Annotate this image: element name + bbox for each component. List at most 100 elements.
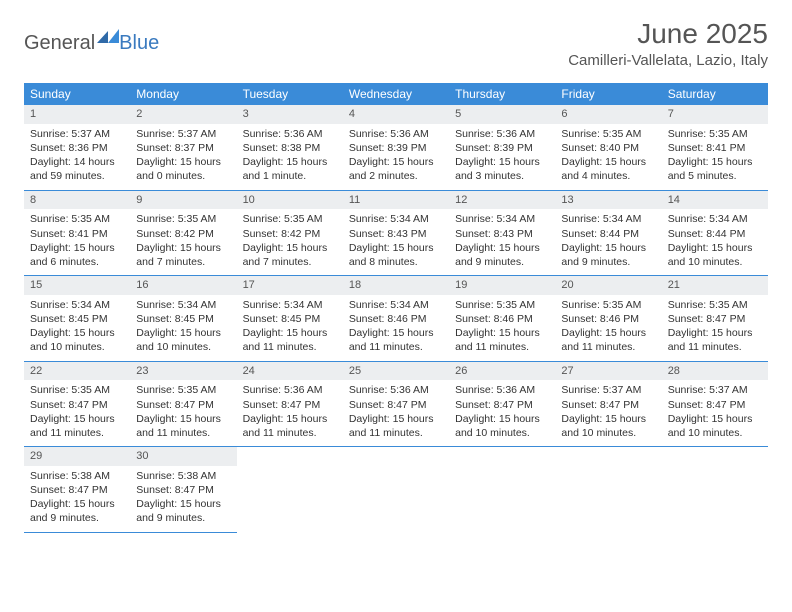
day-number: 29 xyxy=(24,447,130,466)
sunrise-text: Sunrise: 5:35 AM xyxy=(455,298,549,312)
calendar-day-cell: 9Sunrise: 5:35 AMSunset: 8:42 PMDaylight… xyxy=(130,190,236,276)
day-content: Sunrise: 5:36 AMSunset: 8:38 PMDaylight:… xyxy=(237,124,343,190)
day-number: 22 xyxy=(24,362,130,381)
day-content: Sunrise: 5:35 AMSunset: 8:47 PMDaylight:… xyxy=(130,380,236,446)
calendar-day-cell: 27Sunrise: 5:37 AMSunset: 8:47 PMDayligh… xyxy=(555,361,661,447)
calendar-day-cell: 18Sunrise: 5:34 AMSunset: 8:46 PMDayligh… xyxy=(343,276,449,362)
daylight-text: Daylight: 15 hours and 11 minutes. xyxy=(561,326,655,354)
daylight-text: Daylight: 15 hours and 10 minutes. xyxy=(136,326,230,354)
calendar-week-row: 8Sunrise: 5:35 AMSunset: 8:41 PMDaylight… xyxy=(24,190,768,276)
sunset-text: Sunset: 8:44 PM xyxy=(561,227,655,241)
day-content: Sunrise: 5:35 AMSunset: 8:46 PMDaylight:… xyxy=(449,295,555,361)
calendar-day-cell xyxy=(662,447,768,533)
sunset-text: Sunset: 8:47 PM xyxy=(561,398,655,412)
weekday-header-row: Sunday Monday Tuesday Wednesday Thursday… xyxy=(24,83,768,105)
daylight-text: Daylight: 15 hours and 10 minutes. xyxy=(455,412,549,440)
sunrise-text: Sunrise: 5:37 AM xyxy=(136,127,230,141)
sunset-text: Sunset: 8:37 PM xyxy=(136,141,230,155)
daylight-text: Daylight: 15 hours and 1 minute. xyxy=(243,155,337,183)
calendar-day-cell: 21Sunrise: 5:35 AMSunset: 8:47 PMDayligh… xyxy=(662,276,768,362)
brand-logo: General Blue xyxy=(24,32,159,55)
day-number: 13 xyxy=(555,191,661,210)
day-number: 12 xyxy=(449,191,555,210)
day-number: 23 xyxy=(130,362,236,381)
day-content: Sunrise: 5:34 AMSunset: 8:43 PMDaylight:… xyxy=(343,209,449,275)
daylight-text: Daylight: 15 hours and 5 minutes. xyxy=(668,155,762,183)
page-title: June 2025 xyxy=(568,18,768,50)
sunset-text: Sunset: 8:47 PM xyxy=(136,398,230,412)
daylight-text: Daylight: 14 hours and 59 minutes. xyxy=(30,155,124,183)
day-number: 11 xyxy=(343,191,449,210)
calendar-day-cell: 10Sunrise: 5:35 AMSunset: 8:42 PMDayligh… xyxy=(237,190,343,276)
sunrise-text: Sunrise: 5:37 AM xyxy=(668,383,762,397)
sunset-text: Sunset: 8:47 PM xyxy=(136,483,230,497)
sunrise-text: Sunrise: 5:35 AM xyxy=(30,212,124,226)
sunrise-text: Sunrise: 5:35 AM xyxy=(668,298,762,312)
day-number: 28 xyxy=(662,362,768,381)
sunset-text: Sunset: 8:47 PM xyxy=(243,398,337,412)
calendar-day-cell: 22Sunrise: 5:35 AMSunset: 8:47 PMDayligh… xyxy=(24,361,130,447)
sunrise-text: Sunrise: 5:35 AM xyxy=(30,383,124,397)
day-content: Sunrise: 5:37 AMSunset: 8:36 PMDaylight:… xyxy=(24,124,130,190)
sunrise-text: Sunrise: 5:36 AM xyxy=(243,383,337,397)
sunset-text: Sunset: 8:41 PM xyxy=(668,141,762,155)
day-content: Sunrise: 5:35 AMSunset: 8:41 PMDaylight:… xyxy=(24,209,130,275)
calendar-day-cell: 19Sunrise: 5:35 AMSunset: 8:46 PMDayligh… xyxy=(449,276,555,362)
calendar-day-cell xyxy=(237,447,343,533)
day-number: 19 xyxy=(449,276,555,295)
sunset-text: Sunset: 8:47 PM xyxy=(30,398,124,412)
sunrise-text: Sunrise: 5:34 AM xyxy=(349,212,443,226)
sunset-text: Sunset: 8:46 PM xyxy=(455,312,549,326)
sunrise-text: Sunrise: 5:38 AM xyxy=(30,469,124,483)
brand-part2: Blue xyxy=(119,32,159,55)
sunrise-text: Sunrise: 5:37 AM xyxy=(30,127,124,141)
day-number: 10 xyxy=(237,191,343,210)
daylight-text: Daylight: 15 hours and 6 minutes. xyxy=(30,241,124,269)
calendar-day-cell: 26Sunrise: 5:36 AMSunset: 8:47 PMDayligh… xyxy=(449,361,555,447)
sunset-text: Sunset: 8:39 PM xyxy=(349,141,443,155)
daylight-text: Daylight: 15 hours and 10 minutes. xyxy=(561,412,655,440)
calendar-table: Sunday Monday Tuesday Wednesday Thursday… xyxy=(24,83,768,533)
calendar-day-cell: 12Sunrise: 5:34 AMSunset: 8:43 PMDayligh… xyxy=(449,190,555,276)
sunset-text: Sunset: 8:46 PM xyxy=(561,312,655,326)
daylight-text: Daylight: 15 hours and 8 minutes. xyxy=(349,241,443,269)
sunset-text: Sunset: 8:47 PM xyxy=(30,483,124,497)
daylight-text: Daylight: 15 hours and 11 minutes. xyxy=(349,326,443,354)
day-content: Sunrise: 5:38 AMSunset: 8:47 PMDaylight:… xyxy=(130,466,236,532)
sunrise-text: Sunrise: 5:38 AM xyxy=(136,469,230,483)
weekday-header: Sunday xyxy=(24,83,130,105)
sunset-text: Sunset: 8:46 PM xyxy=(349,312,443,326)
sunset-text: Sunset: 8:47 PM xyxy=(455,398,549,412)
calendar-day-cell: 3Sunrise: 5:36 AMSunset: 8:38 PMDaylight… xyxy=(237,105,343,190)
sunrise-text: Sunrise: 5:34 AM xyxy=(668,212,762,226)
calendar-day-cell: 28Sunrise: 5:37 AMSunset: 8:47 PMDayligh… xyxy=(662,361,768,447)
weekday-header: Monday xyxy=(130,83,236,105)
day-content: Sunrise: 5:34 AMSunset: 8:45 PMDaylight:… xyxy=(237,295,343,361)
day-content: Sunrise: 5:35 AMSunset: 8:46 PMDaylight:… xyxy=(555,295,661,361)
daylight-text: Daylight: 15 hours and 11 minutes. xyxy=(455,326,549,354)
calendar-day-cell: 11Sunrise: 5:34 AMSunset: 8:43 PMDayligh… xyxy=(343,190,449,276)
daylight-text: Daylight: 15 hours and 9 minutes. xyxy=(30,497,124,525)
day-content: Sunrise: 5:38 AMSunset: 8:47 PMDaylight:… xyxy=(24,466,130,532)
calendar-day-cell: 2Sunrise: 5:37 AMSunset: 8:37 PMDaylight… xyxy=(130,105,236,190)
sunrise-text: Sunrise: 5:35 AM xyxy=(136,212,230,226)
day-content: Sunrise: 5:37 AMSunset: 8:47 PMDaylight:… xyxy=(555,380,661,446)
sunset-text: Sunset: 8:42 PM xyxy=(243,227,337,241)
calendar-day-cell: 29Sunrise: 5:38 AMSunset: 8:47 PMDayligh… xyxy=(24,447,130,533)
day-number: 15 xyxy=(24,276,130,295)
day-content: Sunrise: 5:37 AMSunset: 8:37 PMDaylight:… xyxy=(130,124,236,190)
day-content: Sunrise: 5:36 AMSunset: 8:47 PMDaylight:… xyxy=(237,380,343,446)
day-number: 9 xyxy=(130,191,236,210)
daylight-text: Daylight: 15 hours and 9 minutes. xyxy=(455,241,549,269)
sunrise-text: Sunrise: 5:34 AM xyxy=(136,298,230,312)
logo-mark-icon xyxy=(97,26,119,49)
daylight-text: Daylight: 15 hours and 9 minutes. xyxy=(136,497,230,525)
sunrise-text: Sunrise: 5:34 AM xyxy=(349,298,443,312)
day-number: 26 xyxy=(449,362,555,381)
daylight-text: Daylight: 15 hours and 11 minutes. xyxy=(243,412,337,440)
day-number: 25 xyxy=(343,362,449,381)
header: General Blue June 2025 Camilleri-Vallela… xyxy=(0,0,792,75)
day-content: Sunrise: 5:35 AMSunset: 8:42 PMDaylight:… xyxy=(130,209,236,275)
calendar-day-cell: 25Sunrise: 5:36 AMSunset: 8:47 PMDayligh… xyxy=(343,361,449,447)
day-content: Sunrise: 5:34 AMSunset: 8:43 PMDaylight:… xyxy=(449,209,555,275)
